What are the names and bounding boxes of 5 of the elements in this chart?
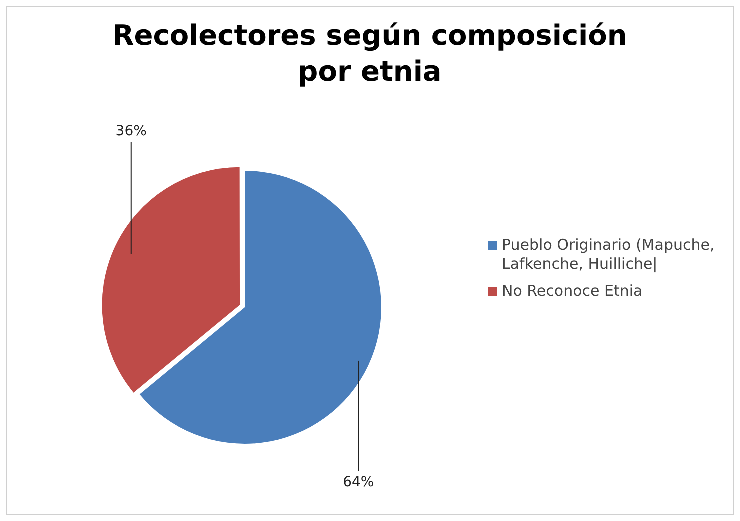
data-label: 64% [343,474,374,491]
data-label: 36% [116,124,147,140]
chart-title: Recolectores según composición por etnia [112,18,628,90]
legend-label: No Reconoce Etnia [502,282,643,301]
legend-label: Pueblo Originario (Mapuche, Lafkenche, Huilliche| [502,236,716,274]
